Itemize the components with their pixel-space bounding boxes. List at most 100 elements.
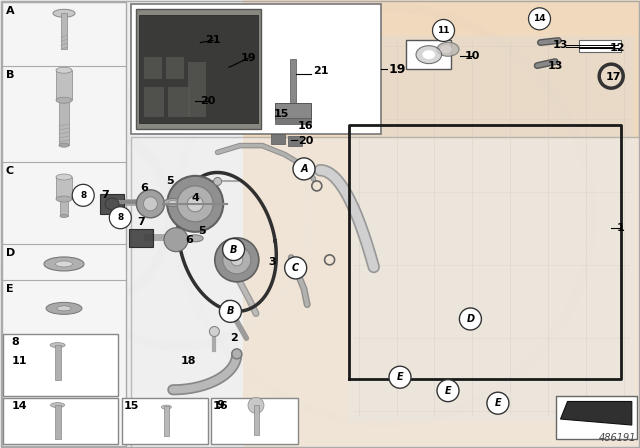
Ellipse shape (57, 306, 71, 311)
Text: 4: 4 (191, 193, 199, 203)
Bar (54, 345, 61, 380)
Circle shape (177, 186, 213, 222)
Text: E: E (495, 398, 501, 408)
Text: 1: 1 (617, 224, 625, 233)
Bar (275, 103, 312, 120)
Bar (136, 9, 261, 129)
Text: 6: 6 (140, 183, 148, 193)
Text: D: D (6, 248, 15, 258)
Ellipse shape (56, 67, 72, 73)
Bar (60, 198, 68, 216)
Bar (56, 70, 72, 100)
Ellipse shape (161, 405, 172, 409)
Bar (579, 40, 621, 52)
Text: 17: 17 (605, 72, 621, 82)
Text: C: C (6, 166, 14, 176)
Bar (188, 62, 206, 117)
Ellipse shape (56, 174, 72, 180)
Circle shape (223, 238, 244, 261)
Bar (100, 194, 124, 214)
Bar (56, 177, 72, 199)
Ellipse shape (56, 97, 72, 103)
Text: 7: 7 (102, 190, 109, 200)
Bar (144, 57, 162, 79)
Bar (168, 87, 190, 117)
Bar (131, 137, 640, 448)
Text: 13: 13 (552, 40, 568, 50)
Text: 16: 16 (213, 401, 228, 411)
Bar (140, 16, 258, 123)
Bar (289, 136, 303, 146)
Bar (254, 405, 259, 435)
Text: 6: 6 (185, 235, 193, 245)
Text: D: D (467, 314, 474, 324)
Text: 14: 14 (12, 401, 27, 411)
Text: C: C (292, 263, 300, 273)
Circle shape (223, 246, 251, 274)
Ellipse shape (59, 143, 69, 147)
Circle shape (232, 349, 242, 359)
Circle shape (143, 197, 157, 211)
Text: 19: 19 (241, 53, 256, 63)
Ellipse shape (416, 46, 442, 64)
Bar (406, 40, 451, 69)
Text: 12: 12 (610, 43, 625, 53)
Text: 11: 11 (437, 26, 450, 35)
Ellipse shape (164, 198, 182, 207)
Bar (349, 36, 634, 421)
Circle shape (248, 397, 264, 414)
Text: 8: 8 (117, 213, 124, 222)
Text: E: E (397, 372, 403, 382)
Text: 11: 11 (12, 356, 27, 366)
Bar (211, 398, 298, 444)
Text: 5: 5 (198, 226, 205, 236)
Bar (129, 229, 153, 247)
Ellipse shape (105, 198, 119, 210)
Text: 21: 21 (314, 66, 329, 77)
Bar (3, 334, 118, 396)
Circle shape (389, 366, 411, 388)
Text: A: A (300, 164, 308, 174)
Circle shape (214, 177, 221, 185)
Text: B: B (230, 245, 237, 254)
Text: 8: 8 (80, 191, 86, 200)
Text: 15: 15 (124, 401, 139, 411)
Circle shape (285, 257, 307, 279)
Text: 21: 21 (205, 35, 221, 45)
Text: 20: 20 (200, 96, 216, 106)
Circle shape (136, 190, 164, 218)
Text: 7: 7 (137, 217, 145, 227)
Ellipse shape (437, 42, 459, 56)
Polygon shape (243, 0, 640, 448)
Circle shape (72, 184, 94, 207)
Text: A: A (6, 6, 15, 16)
Circle shape (164, 228, 188, 252)
Circle shape (215, 238, 259, 282)
Ellipse shape (46, 302, 82, 314)
Circle shape (109, 207, 131, 229)
Bar (3, 398, 118, 444)
Ellipse shape (56, 196, 72, 202)
Text: 10: 10 (465, 51, 480, 60)
Ellipse shape (51, 403, 65, 408)
Text: 5: 5 (166, 177, 173, 186)
Bar (61, 13, 67, 49)
Bar (122, 398, 208, 444)
Text: 18: 18 (181, 356, 196, 366)
Circle shape (231, 254, 243, 266)
Text: 486191: 486191 (599, 433, 637, 443)
Bar (54, 405, 61, 439)
Bar (2, 2, 126, 446)
Bar (131, 4, 381, 134)
Text: E: E (6, 284, 13, 293)
Ellipse shape (422, 50, 435, 59)
Polygon shape (561, 401, 632, 425)
Ellipse shape (440, 45, 452, 53)
Ellipse shape (44, 257, 84, 271)
Circle shape (167, 176, 223, 232)
Circle shape (293, 158, 315, 180)
Ellipse shape (169, 201, 177, 204)
Text: B: B (6, 70, 14, 80)
Circle shape (187, 196, 204, 212)
Text: 2: 2 (230, 333, 237, 343)
